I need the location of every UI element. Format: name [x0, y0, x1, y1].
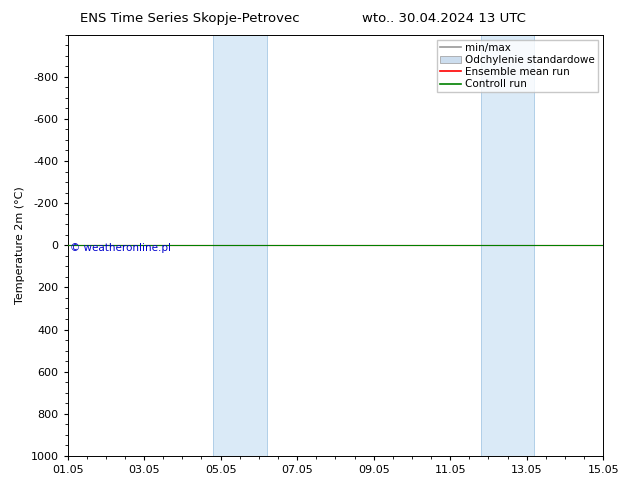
- Text: © weatheronline.pl: © weatheronline.pl: [70, 243, 171, 253]
- Bar: [481, 35, 534, 456]
- Legend: min/max, Odchylenie standardowe, Ensemble mean run, Controll run: min/max, Odchylenie standardowe, Ensembl…: [437, 40, 598, 92]
- Bar: [213, 35, 266, 456]
- Y-axis label: Temperature 2m (°C): Temperature 2m (°C): [15, 186, 25, 304]
- Text: wto.. 30.04.2024 13 UTC: wto.. 30.04.2024 13 UTC: [362, 12, 526, 25]
- Text: ENS Time Series Skopje-Petrovec: ENS Time Series Skopje-Petrovec: [81, 12, 300, 25]
